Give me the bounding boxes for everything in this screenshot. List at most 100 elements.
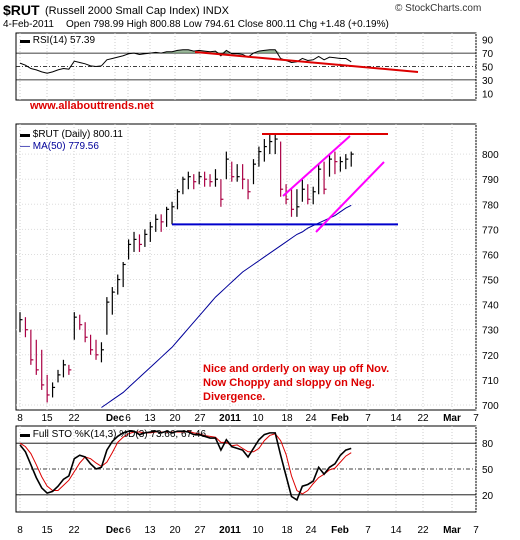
x-axis-label-upper: 22 [417, 413, 429, 424]
price-tick-label: 780 [482, 200, 499, 211]
price-tick-label: 770 [482, 225, 499, 236]
rsi-tick-label: 10 [482, 89, 494, 100]
chart-annotation-line: Now Choppy and sloppy on Neg. [203, 377, 375, 389]
chart-date: 4-Feb-2011 [3, 19, 54, 30]
price-bar [345, 154, 349, 170]
price-bar [242, 164, 246, 190]
x-axis-label-upper: 13 [144, 413, 156, 424]
x-axis-label-lower: 7 [473, 525, 479, 536]
price-bar [128, 239, 132, 260]
price-bar [339, 156, 343, 172]
price-bar [133, 231, 137, 252]
price-bar [68, 364, 72, 375]
price-tick-label: 750 [482, 276, 499, 287]
price-bar [334, 151, 338, 175]
x-axis-label-lower: 24 [305, 525, 317, 536]
x-axis-label-lower: Mar [443, 525, 461, 536]
price-bar [182, 176, 186, 195]
x-axis-label-lower: 20 [169, 525, 181, 536]
price-tick-label: 710 [482, 376, 499, 387]
price-bar [155, 214, 159, 232]
price-bar [149, 221, 153, 242]
price-tick-label: 740 [482, 301, 499, 312]
price-bar [258, 146, 262, 167]
rsi-label: ▬ RSI(14) 57.39 [20, 35, 95, 46]
price-bar [35, 339, 39, 375]
price-bar [312, 186, 316, 205]
x-axis-label-upper: 7 [365, 413, 371, 424]
price-bar [225, 151, 229, 180]
x-axis-label-lower: 14 [390, 525, 402, 536]
chart-ohlc-summary: Open 798.99 High 800.88 Low 794.61 Close… [66, 19, 389, 30]
channel-upper-line [282, 135, 351, 197]
x-axis-label-lower: Dec [106, 525, 125, 536]
x-axis-label-lower: 15 [41, 525, 53, 536]
price-bar [160, 214, 164, 232]
price-label: ▬ $RUT (Daily) 800.11 [20, 129, 123, 140]
price-bar [350, 151, 354, 167]
price-bar [252, 159, 256, 185]
x-axis-label-lower: 22 [417, 525, 429, 536]
x-axis-label-lower: Feb [331, 525, 349, 536]
price-tick-label: 790 [482, 175, 499, 186]
price-bar [220, 179, 224, 207]
sto-d-line [19, 430, 352, 495]
price-tick-label: 800 [482, 150, 499, 161]
x-axis-label-lower: 22 [68, 525, 80, 536]
x-axis-label-lower: 18 [281, 525, 293, 536]
ma-label: — MA(50) 779.56 [20, 141, 99, 152]
price-bar [187, 171, 191, 190]
price-bar [307, 184, 311, 205]
price-panel-frame [15, 123, 477, 411]
price-bar [236, 164, 240, 182]
x-axis-label-upper: Mar [443, 413, 461, 424]
x-axis-label-upper: Feb [331, 413, 349, 424]
chart-symbol: $RUT [3, 2, 40, 18]
x-axis-label-upper: 15 [41, 413, 53, 424]
x-axis-label-lower: 13 [144, 525, 156, 536]
sto-k-line [19, 430, 352, 502]
x-axis-label-upper: 22 [68, 413, 80, 424]
price-tick-label: 760 [482, 250, 499, 261]
brand-logo: © StockCharts.com [395, 3, 482, 14]
price-bar [323, 161, 327, 195]
price-bar [89, 334, 94, 355]
price-bar [73, 312, 77, 340]
rsi-tick-label: 90 [482, 36, 494, 47]
price-bar [144, 229, 148, 247]
price-bar [290, 189, 294, 217]
price-bar [24, 317, 28, 338]
x-axis-label-lower: 2011 [219, 525, 241, 536]
price-bar [100, 342, 104, 363]
price-bar [176, 189, 180, 210]
price-bar [209, 174, 213, 187]
price-bar [198, 171, 202, 185]
sto-tick-label: 50 [482, 465, 494, 476]
price-bar [111, 287, 115, 315]
price-bar [41, 349, 45, 390]
x-axis-label-lower: 10 [252, 525, 264, 536]
x-axis-label-lower: 7 [365, 525, 371, 536]
price-bar [79, 314, 83, 330]
chart-annotation-line: Divergence. [203, 391, 265, 403]
rsi-divergence-trendline [194, 51, 419, 73]
price-bar [231, 161, 235, 182]
x-axis-label-upper: 8 [17, 413, 23, 424]
price-bar [318, 164, 322, 195]
price-bar [106, 297, 110, 335]
x-axis-label-upper: 14 [390, 413, 402, 424]
x-axis-label-upper: 20 [169, 413, 181, 424]
price-bar [328, 154, 333, 177]
sto-tick-label: 20 [482, 491, 494, 502]
chart-instrument-name: (Russell 2000 Small Cap Index) INDX [45, 5, 230, 17]
price-bar [138, 234, 142, 252]
price-bar [269, 134, 273, 155]
price-bar [122, 261, 126, 288]
chart-annotation-line: Nice and orderly on way up off Nov. [203, 363, 389, 375]
rsi-tick-label: 50 [482, 63, 494, 74]
channel-lower-line [315, 161, 385, 233]
x-axis-label-lower: 27 [194, 525, 206, 536]
x-axis-label-upper: 10 [252, 413, 264, 424]
price-bar [84, 322, 88, 343]
price-bar [95, 339, 99, 360]
